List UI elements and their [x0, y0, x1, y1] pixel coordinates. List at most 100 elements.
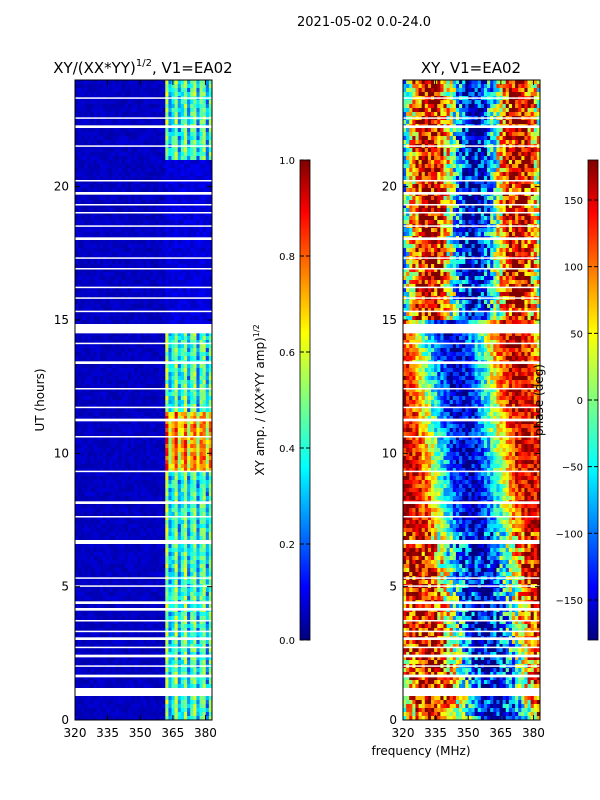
heatmap-cell	[159, 208, 163, 213]
heatmap-cell	[149, 152, 154, 157]
heatmap-cell	[137, 80, 141, 85]
heatmap-cell	[183, 388, 188, 393]
heatmap-cell	[149, 196, 154, 201]
heatmap-cell	[93, 384, 98, 389]
heatmap-cell	[180, 280, 185, 285]
heatmap-cell	[190, 260, 194, 265]
heatmap-cell	[78, 320, 82, 325]
heatmap-cell	[109, 368, 113, 373]
heatmap-cell	[78, 444, 82, 449]
heatmap-cell	[115, 196, 119, 201]
heatmap-cell	[90, 100, 95, 105]
heatmap-cell	[152, 148, 157, 153]
heatmap-cell	[159, 528, 163, 533]
heatmap-cell	[159, 492, 163, 497]
heatmap-cell	[162, 512, 166, 517]
heatmap-cell	[159, 472, 163, 477]
heatmap-cell	[143, 248, 148, 253]
heatmap-cell	[199, 432, 204, 437]
heatmap-cell	[137, 92, 141, 97]
heatmap-cell	[177, 264, 182, 269]
heatmap-cell	[99, 292, 104, 297]
heatmap-cell	[137, 456, 141, 461]
heatmap-cell	[124, 492, 129, 497]
heatmap-cell	[208, 240, 212, 245]
heatmap-cell	[146, 136, 151, 141]
heatmap-cell	[146, 364, 151, 369]
heatmap-cell	[152, 428, 157, 433]
heatmap-cell	[134, 340, 138, 345]
heatmap-cell	[118, 372, 123, 377]
heatmap-cell	[112, 208, 116, 213]
heatmap-cell	[143, 380, 148, 385]
heatmap-cell	[193, 272, 197, 277]
heatmap-cell	[118, 352, 123, 357]
heatmap-cell	[187, 92, 191, 97]
heatmap-cell	[193, 200, 197, 205]
heatmap-cell	[124, 152, 129, 157]
heatmap-cell	[146, 400, 151, 405]
heatmap-cell	[146, 156, 151, 161]
heatmap-cell	[87, 128, 91, 133]
heatmap-cell	[87, 352, 91, 357]
heatmap-cell	[99, 136, 104, 141]
heatmap-cell	[199, 512, 204, 517]
heatmap-cell	[134, 280, 138, 285]
heatmap-cell	[137, 252, 141, 257]
heatmap-cell	[106, 428, 110, 433]
heatmap-cell	[78, 300, 82, 305]
heatmap-cell	[131, 84, 135, 89]
heatmap-cell	[106, 212, 110, 217]
heatmap-cell	[168, 100, 172, 105]
heatmap-cell	[84, 364, 88, 369]
heatmap-cell	[152, 176, 157, 181]
heatmap-cell	[106, 384, 110, 389]
heatmap-cell	[137, 404, 141, 409]
heatmap-cell	[96, 532, 101, 537]
heatmap-cell	[131, 484, 135, 489]
heatmap-cell	[152, 372, 157, 377]
heatmap-cell	[193, 528, 197, 533]
heatmap-cell	[177, 504, 182, 509]
heatmap-cell	[187, 372, 191, 377]
heatmap-cell	[131, 516, 135, 521]
heatmap-cell	[103, 516, 107, 521]
heatmap-cell	[168, 372, 172, 377]
heatmap-cell	[171, 108, 176, 113]
heatmap-cell	[115, 428, 119, 433]
heatmap-cell	[75, 496, 79, 501]
amp-panel-title: XY/(XX*YY)1/2, V1=EA02	[53, 58, 232, 77]
heatmap-cell	[202, 392, 207, 397]
heatmap-cell	[174, 316, 179, 321]
heatmap-cell	[171, 216, 176, 221]
heatmap-cell	[159, 460, 163, 465]
heatmap-cell	[99, 220, 104, 225]
heatmap-cell	[174, 272, 179, 277]
heatmap-cell	[196, 220, 200, 225]
heatmap-cell	[183, 228, 188, 233]
heatmap-cell	[106, 316, 110, 321]
heatmap-cell	[159, 84, 163, 89]
heatmap-cell	[196, 216, 200, 221]
heatmap-cell	[208, 228, 212, 233]
heatmap-cell	[140, 436, 144, 441]
heatmap-cell	[99, 80, 104, 85]
heatmap-cell	[96, 460, 101, 465]
heatmap-cell	[183, 276, 188, 281]
heatmap-cell	[115, 448, 119, 453]
heatmap-cell	[193, 508, 197, 513]
heatmap-cell	[81, 432, 85, 437]
heatmap-cell	[78, 508, 82, 513]
heatmap-cell	[103, 308, 107, 313]
heatmap-cell	[196, 264, 200, 269]
heatmap-cell	[109, 80, 113, 85]
heatmap-cell	[155, 512, 160, 517]
heatmap-cell	[146, 168, 151, 173]
heatmap-cell	[109, 196, 113, 201]
heatmap-cell	[162, 176, 166, 181]
heatmap-cell	[81, 292, 85, 297]
heatmap-cell	[143, 232, 148, 237]
heatmap-cell	[131, 204, 135, 209]
heatmap-cell	[171, 408, 176, 413]
heatmap-cell	[146, 424, 151, 429]
